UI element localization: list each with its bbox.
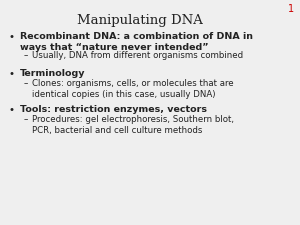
Text: Manipulating DNA: Manipulating DNA xyxy=(77,14,203,27)
Text: Procedures: gel electrophoresis, Southern blot,
PCR, bacterial and cell culture : Procedures: gel electrophoresis, Souther… xyxy=(32,115,234,135)
Text: Recombinant DNA: a combination of DNA in
ways that “nature never intended”: Recombinant DNA: a combination of DNA in… xyxy=(20,32,253,52)
Text: •: • xyxy=(8,69,14,79)
Text: –: – xyxy=(24,79,28,88)
Text: –: – xyxy=(24,51,28,60)
Text: Tools: restriction enzymes, vectors: Tools: restriction enzymes, vectors xyxy=(20,105,207,114)
Text: •: • xyxy=(8,32,14,42)
Text: –: – xyxy=(24,115,28,124)
Text: Usually, DNA from different organisms combined: Usually, DNA from different organisms co… xyxy=(32,51,243,60)
Text: Terminology: Terminology xyxy=(20,69,86,78)
Text: 1: 1 xyxy=(288,4,294,14)
Text: •: • xyxy=(8,105,14,115)
Text: Clones: organisms, cells, or molecules that are
identical copies (in this case, : Clones: organisms, cells, or molecules t… xyxy=(32,79,234,99)
